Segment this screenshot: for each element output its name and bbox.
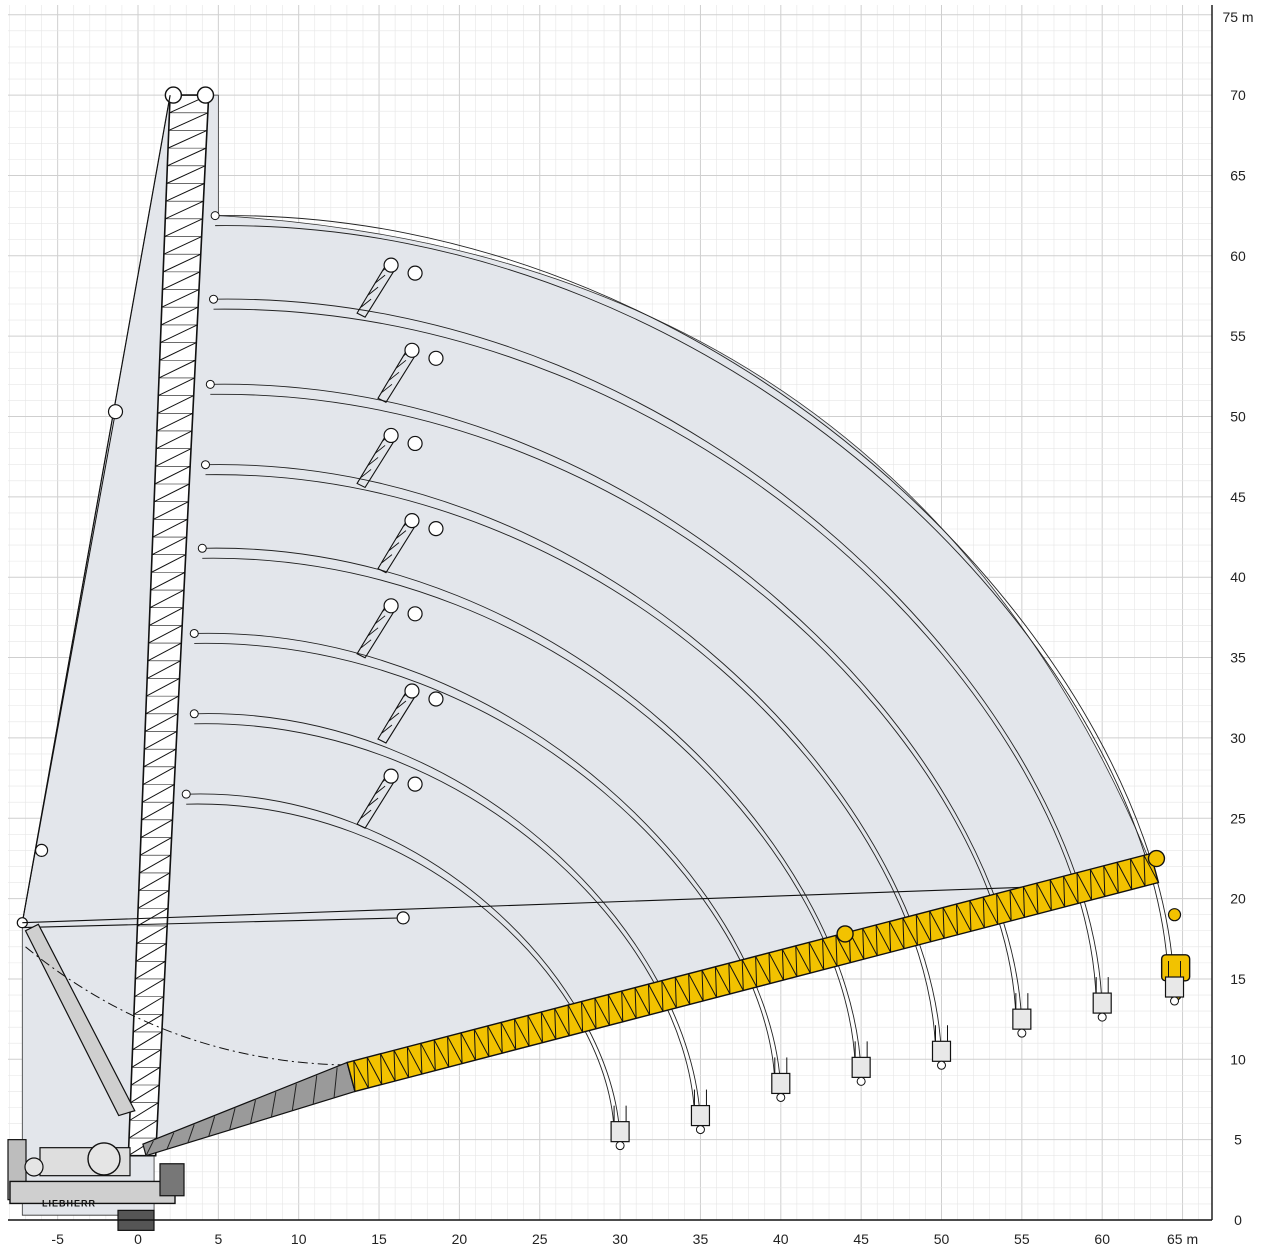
jib-pivot-icon (206, 380, 214, 388)
jib-head-sheave-icon (408, 266, 422, 280)
jib-head-sheave-icon (405, 514, 419, 528)
winch-drum-icon (88, 1143, 120, 1175)
hook-icon (616, 1142, 624, 1150)
jib-head-sheave-icon (405, 343, 419, 357)
jib-pivot-icon (190, 710, 198, 718)
jib-head-sheave-icon (405, 684, 419, 698)
jib-head-sheave-icon (384, 428, 398, 442)
brand-logo-text: LIEBHERR (42, 1199, 96, 1209)
derrick-sheave-icon (109, 405, 123, 419)
y-tick-label: 0 (1234, 1212, 1242, 1228)
jib-head-sheave-icon (408, 607, 422, 621)
y-tick-label: 50 (1230, 409, 1246, 425)
y-tick-label: 10 (1230, 1051, 1246, 1067)
y-tick-label: 60 (1230, 248, 1246, 264)
x-tick-label: 5 (214, 1231, 222, 1247)
y-axis-end-label: 75 m (1222, 9, 1253, 25)
hook-block-icon (772, 1073, 790, 1093)
x-tick-label: 10 (291, 1231, 307, 1247)
hook-icon (1018, 1029, 1026, 1037)
jib-head-sheave-icon (408, 436, 422, 450)
jib-head-sheave-icon (429, 522, 443, 536)
x-tick-label: 30 (612, 1231, 628, 1247)
x-tick-label: 50 (934, 1231, 950, 1247)
jib-head-sheave-icon (384, 769, 398, 783)
jib-head-sheave-icon (429, 351, 443, 365)
x-tick-label: 25 (532, 1231, 548, 1247)
x-axis-tick-labels: -5 0 5 10 15 20 25 30 35 40 45 50 55 60 (51, 1231, 1110, 1247)
y-tick-label: 5 (1234, 1132, 1242, 1148)
pendant-sheave-icon (36, 844, 48, 856)
x-tick-label: 0 (134, 1231, 142, 1247)
hook-icon (1098, 1013, 1106, 1021)
hook-block-icon (691, 1106, 709, 1126)
y-tick-label: 35 (1230, 650, 1246, 666)
jib-head-sheave-icon (408, 777, 422, 791)
x-tick-label: 35 (693, 1231, 709, 1247)
hook-block-icon (1093, 993, 1111, 1013)
hook-block-icon (852, 1057, 870, 1077)
jib-pivot-icon (190, 629, 198, 637)
hook-block-icon (611, 1122, 629, 1142)
hook-icon (777, 1093, 785, 1101)
y-tick-label: 15 (1230, 971, 1246, 987)
jib-pivot-icon (201, 461, 209, 469)
jib-head-sheave-icon (429, 692, 443, 706)
x-tick-label: -5 (51, 1231, 64, 1247)
x-tick-label: 55 (1014, 1231, 1030, 1247)
y-tick-label: 55 (1230, 328, 1246, 344)
mast-head-sheave-icon (165, 87, 181, 103)
x-tick-label: 15 (371, 1231, 387, 1247)
boom-head-sheave-icon (1169, 909, 1181, 921)
hook-icon (696, 1126, 704, 1134)
jib-pivot-icon (210, 295, 218, 303)
y-tick-label: 40 (1230, 569, 1246, 585)
hook-block-icon (1166, 977, 1184, 997)
jib-pivot-icon (182, 790, 190, 798)
x-axis-end-label: 65 m (1167, 1231, 1198, 1247)
x-tick-label: 20 (452, 1231, 468, 1247)
y-tick-label: 70 (1230, 87, 1246, 103)
pendant-sheave-icon (397, 912, 409, 924)
boom-mid-sheave-icon (837, 926, 853, 942)
jib-head-sheave-icon (384, 258, 398, 272)
mast-head-sheave-icon (197, 87, 213, 103)
boom-foot-counterweight (160, 1164, 184, 1196)
y-axis-tick-labels: 0 5 10 15 20 25 30 35 40 45 50 55 60 65 70 (1230, 87, 1246, 1228)
jib-pivot-icon (198, 544, 206, 552)
winch-drum-icon (25, 1158, 43, 1176)
hook-icon (857, 1077, 865, 1085)
hook-icon (938, 1061, 946, 1069)
y-tick-label: 65 (1230, 167, 1246, 183)
y-tick-label: 25 (1230, 810, 1246, 826)
x-tick-label: 45 (853, 1231, 869, 1247)
jib-pivot-icon (211, 212, 219, 220)
y-tick-label: 45 (1230, 489, 1246, 505)
y-tick-label: 30 (1230, 730, 1246, 746)
x-tick-label: 40 (773, 1231, 789, 1247)
y-tick-label: 20 (1230, 891, 1246, 907)
hook-block-icon (1013, 1009, 1031, 1029)
boom-head-sheave-icon (1148, 851, 1164, 867)
hook-block-icon (933, 1041, 951, 1061)
hook-icon (1171, 997, 1179, 1005)
jib-head-sheave-icon (384, 599, 398, 613)
x-tick-label: 60 (1094, 1231, 1110, 1247)
